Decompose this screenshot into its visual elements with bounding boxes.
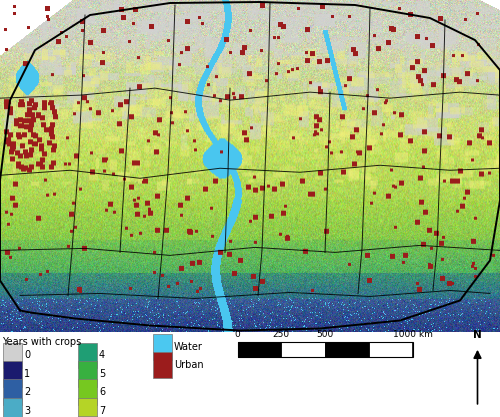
Bar <box>152 352 172 378</box>
Bar <box>2 379 22 405</box>
Bar <box>78 361 96 387</box>
Bar <box>78 343 96 368</box>
Text: 4: 4 <box>99 350 105 360</box>
Text: 3: 3 <box>24 406 30 416</box>
Text: N: N <box>473 330 482 340</box>
Text: 0: 0 <box>24 350 30 360</box>
Text: Water: Water <box>174 342 203 352</box>
Text: 6: 6 <box>99 387 105 397</box>
Bar <box>325 342 368 357</box>
Text: 500: 500 <box>316 330 334 339</box>
Bar <box>238 342 281 357</box>
Bar <box>152 334 172 360</box>
Bar <box>281 342 325 357</box>
Bar <box>78 398 96 417</box>
Text: Years with crops: Years with crops <box>2 337 82 347</box>
Bar <box>2 361 22 387</box>
Text: 250: 250 <box>272 330 290 339</box>
Text: 1000 km: 1000 km <box>392 330 432 339</box>
Bar <box>78 379 96 405</box>
Text: 1: 1 <box>24 369 30 379</box>
Bar <box>368 342 412 357</box>
Text: 2: 2 <box>24 387 30 397</box>
Text: Urban: Urban <box>174 360 204 370</box>
Bar <box>2 398 22 417</box>
Text: 5: 5 <box>99 369 105 379</box>
Bar <box>78 416 96 417</box>
Bar <box>2 343 22 368</box>
Bar <box>238 342 412 357</box>
Text: 0: 0 <box>234 330 240 339</box>
Text: 7: 7 <box>99 406 105 416</box>
